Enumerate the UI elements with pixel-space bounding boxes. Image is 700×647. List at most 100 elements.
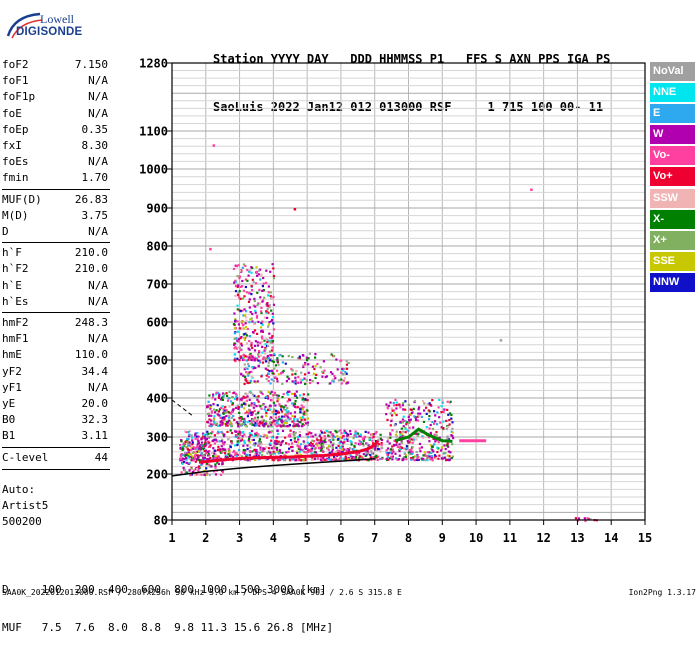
echo-point: [278, 403, 281, 406]
echo-point: [299, 378, 302, 381]
echo-point: [256, 398, 259, 401]
echo-point: [331, 446, 334, 449]
echo-point: [221, 442, 225, 445]
echo-point: [294, 382, 297, 385]
echo-point: [347, 436, 350, 439]
echo-point: [304, 413, 307, 416]
echo-point: [234, 392, 237, 395]
echo-point: [205, 433, 208, 436]
echo-point: [404, 408, 407, 411]
echo-point: [332, 458, 335, 461]
echo-point: [234, 435, 237, 438]
echo-point: [228, 414, 231, 417]
echo-point: [238, 296, 241, 299]
echo-point: [218, 395, 221, 398]
echo-point: [198, 459, 201, 462]
echo-point: [203, 436, 207, 440]
echo-point: [448, 455, 451, 458]
echo-point: [333, 455, 336, 459]
echo-point: [209, 422, 212, 425]
echo-point: [365, 452, 368, 455]
echo-point: [395, 443, 398, 446]
param-value: 3.11: [81, 429, 109, 443]
echo-point: [188, 433, 191, 436]
param-value: 44: [94, 450, 108, 464]
echo-point: [273, 447, 276, 450]
echo-point: [411, 450, 414, 453]
echo-point: [306, 444, 309, 448]
echo-point: [256, 420, 259, 423]
echo-point: [254, 340, 257, 343]
echo-point: [409, 418, 412, 421]
echo-point: [237, 425, 240, 428]
echo-point: [203, 473, 206, 477]
echo-point: [204, 439, 207, 442]
echo-point: [239, 355, 242, 358]
param-key: foF1: [2, 74, 29, 88]
echo-point: [253, 356, 256, 359]
echo-point: [272, 401, 275, 404]
echo-point: [381, 438, 384, 442]
echo-point: [371, 439, 374, 442]
echo-point: [402, 415, 405, 418]
echo-point: [421, 457, 424, 460]
echo-point: [372, 433, 375, 436]
echo-point: [256, 274, 259, 277]
echo-point: [285, 411, 288, 414]
echo-point: [265, 310, 268, 313]
echo-point: [233, 332, 236, 335]
echo-point: [412, 438, 415, 441]
echo-point: [249, 422, 252, 425]
echo-point: [261, 415, 264, 418]
echo-point: [266, 436, 269, 439]
echo-point: [435, 457, 438, 460]
echo-point: [345, 382, 348, 385]
echo-point: [238, 359, 241, 362]
echo-point: [282, 421, 285, 424]
echo-point: [188, 441, 191, 444]
echo-point: [437, 406, 440, 409]
echo-point: [337, 444, 340, 447]
echo-point: [345, 457, 348, 460]
echo-point: [239, 398, 242, 401]
echo-point: [188, 444, 192, 447]
echo-point: [272, 450, 275, 453]
echo-point: [379, 457, 382, 461]
echo-point: [269, 453, 272, 456]
echo-point: [414, 455, 417, 458]
echo-point: [433, 443, 436, 446]
echo-point: [320, 456, 323, 459]
echo-point: [191, 441, 194, 444]
echo-point: [203, 442, 207, 445]
software-version: Ion2Png 1.3.17: [628, 588, 696, 597]
echo-point: [401, 404, 404, 407]
echo-point: [266, 316, 269, 319]
echo-point: [272, 267, 275, 270]
legend-item-vo: Vo+: [650, 167, 695, 187]
echo-point: [422, 420, 426, 423]
echo-point: [243, 407, 246, 410]
param-row: h`F2 210.0: [2, 261, 108, 277]
echo-point: [399, 433, 402, 436]
echo-point: [387, 458, 390, 461]
param-value: N/A: [88, 90, 108, 104]
echo-point: [426, 451, 429, 454]
echo-point: [260, 422, 263, 425]
echo-point: [302, 393, 305, 396]
echo-point: [362, 436, 365, 439]
echo-point: [192, 459, 195, 462]
echo-point: [262, 425, 265, 428]
echo-point: [270, 399, 273, 402]
echo-point: [386, 456, 389, 459]
echo-point: [251, 312, 254, 316]
echo-point: [309, 435, 313, 438]
echo-point: [212, 395, 215, 398]
echo-point: [433, 410, 436, 413]
echo-point: [269, 408, 272, 411]
echo-point: [244, 435, 247, 438]
echo-point: [221, 449, 224, 452]
echo-point: [270, 354, 273, 357]
echo-point: [233, 281, 236, 284]
echo-point: [271, 436, 274, 439]
echo-point: [440, 446, 443, 449]
